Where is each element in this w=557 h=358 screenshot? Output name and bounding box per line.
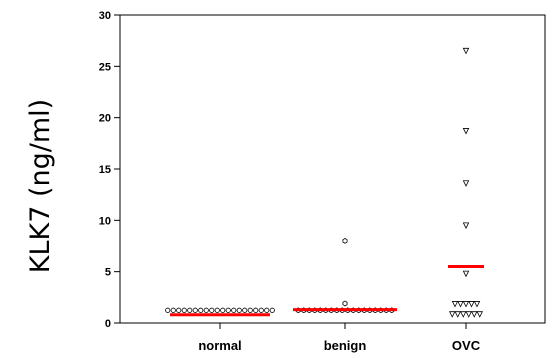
data-point-normal xyxy=(231,307,237,313)
mean-lines xyxy=(170,265,484,317)
data-point-normal xyxy=(209,307,215,313)
data-point-ovc xyxy=(462,128,470,135)
y-tick-label: 25 xyxy=(99,61,111,73)
data-point-normal xyxy=(176,307,182,313)
y-axis-label: KLK7 (ng/ml) xyxy=(25,99,56,273)
data-point-ovc xyxy=(454,311,461,318)
data-point-normal xyxy=(225,307,231,313)
data-point-ovc xyxy=(460,311,467,318)
data-point-normal xyxy=(192,307,198,313)
data-point-normal xyxy=(236,307,242,313)
data-point-ovc xyxy=(457,301,464,308)
data-marks xyxy=(165,47,483,318)
data-point-ovc xyxy=(465,311,472,318)
data-point-normal xyxy=(247,307,253,313)
data-point-benign xyxy=(342,300,348,307)
x-tick-label: normal xyxy=(198,338,241,353)
data-point-normal xyxy=(181,307,187,313)
data-point-normal xyxy=(198,307,204,313)
data-point-normal xyxy=(220,307,226,313)
data-point-normal xyxy=(170,307,176,313)
y-tick-label: 15 xyxy=(99,164,111,176)
data-point-normal xyxy=(203,307,209,313)
y-tick-label: 30 xyxy=(99,10,111,22)
y-tick-label: 10 xyxy=(99,215,111,227)
data-point-normal xyxy=(258,307,264,313)
data-point-benign xyxy=(342,238,348,244)
data-point-normal xyxy=(242,307,248,313)
data-point-normal xyxy=(253,307,259,313)
data-point-normal xyxy=(214,307,220,313)
data-point-ovc xyxy=(451,301,459,308)
data-point-ovc xyxy=(449,311,456,318)
data-point-ovc xyxy=(462,222,470,229)
y-tick-label: 5 xyxy=(105,267,111,279)
data-point-ovc xyxy=(476,311,483,318)
data-point-ovc xyxy=(462,47,470,55)
data-point-normal xyxy=(165,307,171,313)
data-point-ovc xyxy=(462,180,470,187)
data-point-ovc xyxy=(471,311,478,318)
data-point-normal xyxy=(187,307,193,313)
plot-frame xyxy=(119,14,546,324)
data-point-normal xyxy=(264,307,270,313)
axes: 0 5 10 15 20 25 30 normal benign OVC xyxy=(99,10,546,353)
y-tick-label: 0 xyxy=(105,318,111,330)
data-point-ovc xyxy=(473,301,481,308)
x-tick-label: benign xyxy=(324,338,367,353)
y-tick-label: 20 xyxy=(99,113,111,125)
data-point-normal xyxy=(269,307,275,313)
x-tick-label: OVC xyxy=(452,338,481,353)
data-point-ovc xyxy=(468,301,475,308)
data-point-ovc xyxy=(462,301,470,308)
data-point-ovc xyxy=(462,270,470,278)
